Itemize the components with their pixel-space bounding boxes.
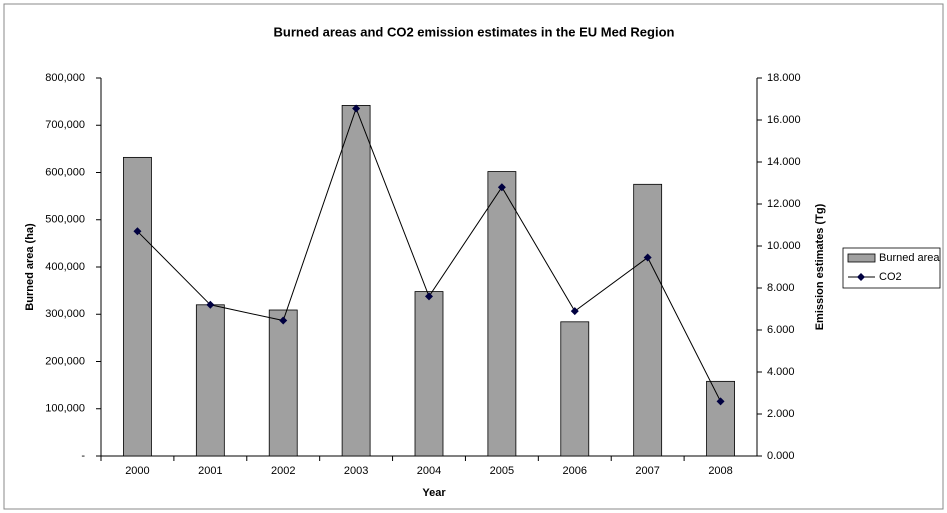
marker	[279, 316, 288, 325]
y-tick-label: 700,000	[45, 119, 85, 131]
x-axis-title: Year	[422, 487, 446, 499]
x-tick-label: 2001	[198, 465, 222, 477]
legend-swatch	[847, 253, 876, 263]
bar	[560, 321, 590, 457]
bar	[268, 309, 298, 457]
y2-tick-label: 0.000	[767, 450, 795, 462]
bar	[341, 105, 371, 457]
chart-frame	[3, 3, 944, 510]
y2-tick-label: 18.000	[767, 72, 801, 84]
x-tick-label: 2006	[563, 465, 587, 477]
marker	[425, 292, 433, 301]
marker	[352, 104, 361, 113]
y2-axis-title: Emission estimates (Tg)	[814, 203, 826, 330]
marker	[643, 253, 652, 262]
x-tick-label: 2005	[490, 465, 514, 477]
y2-tick-label: 8.000	[767, 282, 795, 294]
y-tick-label: 200,000	[45, 355, 85, 367]
y2-tick-label: 16.000	[767, 114, 801, 126]
bar	[633, 183, 663, 457]
legend-label: CO2	[879, 271, 902, 283]
y2-tick-label: 14.000	[767, 156, 801, 168]
legend-marker	[857, 273, 865, 281]
bar	[487, 171, 517, 457]
y2-tick-label: 2.000	[767, 408, 795, 420]
y2-tick-label: 12.000	[767, 198, 801, 210]
y-tick-label: 600,000	[45, 166, 85, 178]
bar	[195, 304, 225, 457]
y-tick-label: 400,000	[45, 261, 85, 273]
y-tick-label: -	[81, 450, 85, 462]
y2-tick-label: 10.000	[767, 240, 801, 252]
y-tick-label: 300,000	[45, 308, 85, 320]
marker	[133, 227, 142, 236]
bar	[706, 380, 735, 457]
y2-tick-label: 6.000	[767, 324, 795, 336]
y-tick-label: 500,000	[45, 214, 85, 226]
marker	[497, 183, 506, 192]
y-tick-label: 100,000	[45, 403, 85, 415]
x-tick-label: 2007	[635, 465, 659, 477]
bar	[414, 291, 444, 457]
marker	[206, 300, 215, 309]
legend-label: Burned area	[879, 252, 940, 264]
y-axis-title: Burned area (ha)	[24, 223, 36, 311]
x-tick-label: 2003	[344, 465, 368, 477]
x-tick-label: 2004	[417, 465, 441, 477]
y-tick-label: 800,000	[45, 72, 85, 84]
y2-tick-label: 4.000	[767, 366, 795, 378]
marker	[716, 397, 725, 406]
x-tick-label: 2000	[125, 465, 149, 477]
x-tick-label: 2002	[271, 465, 295, 477]
bar	[123, 156, 152, 457]
chart-title: Burned areas and CO2 emission estimates …	[274, 24, 675, 39]
marker	[570, 307, 579, 316]
x-tick-label: 2008	[708, 465, 732, 477]
